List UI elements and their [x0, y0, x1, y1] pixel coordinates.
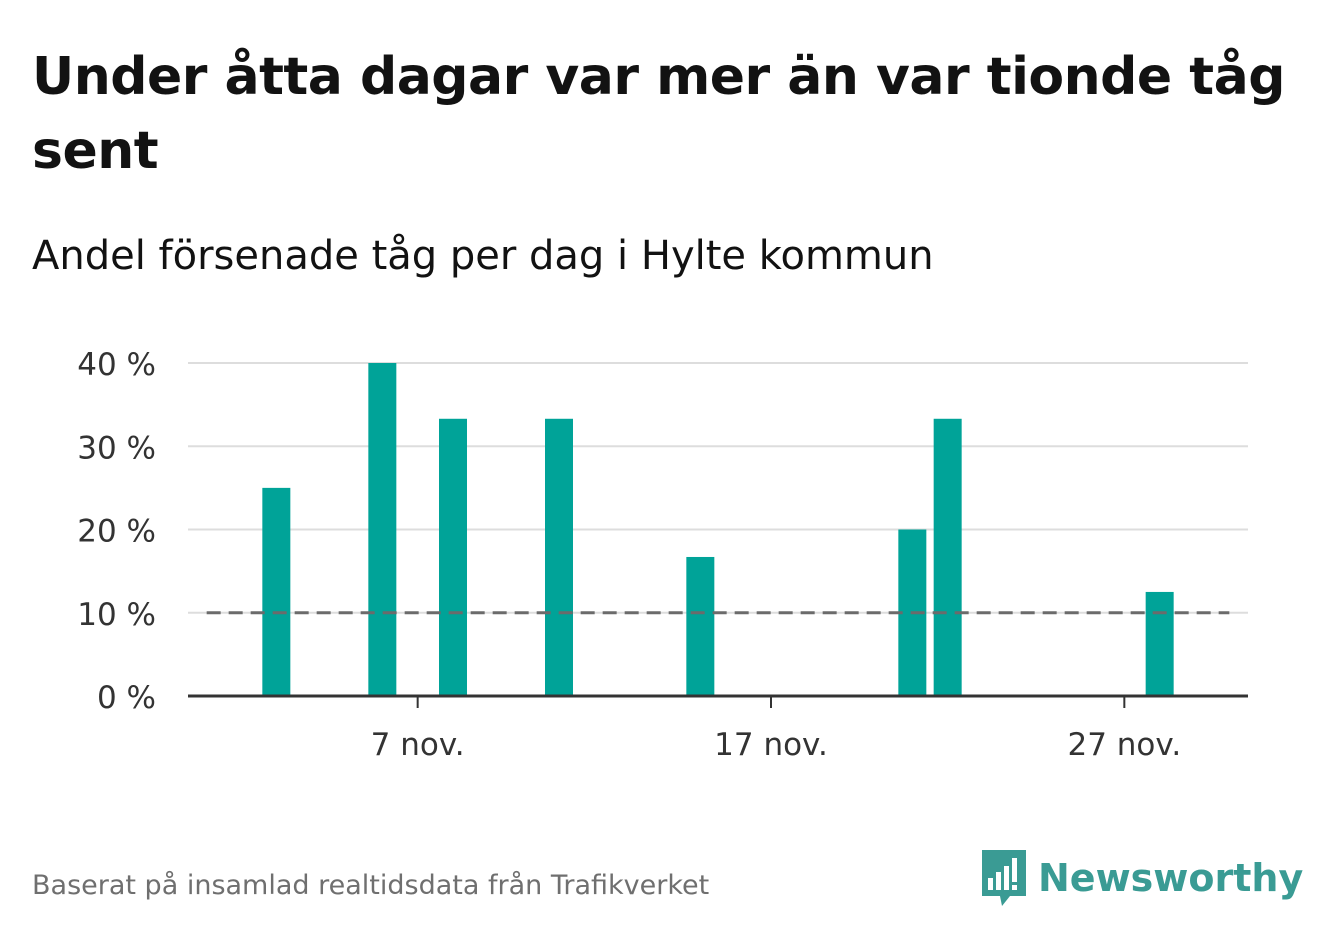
chart-subtitle: Andel försenade tåg per dag i Hylte komm… [32, 233, 934, 279]
bar [1145, 591, 1174, 696]
brand-logo[interactable]: Newsworthy [980, 848, 1303, 908]
source-note: Baserat på insamlad realtidsdata från Tr… [32, 870, 710, 901]
bar [933, 418, 962, 696]
brand-name: Newsworthy [1038, 856, 1304, 900]
y-axis-ticks: 0 % 10 % 20 % 30 % 40 % [77, 347, 156, 716]
x-tick-label: 27 nov. [1067, 727, 1181, 763]
bar [368, 363, 397, 696]
bar [686, 556, 715, 696]
y-tick-label: 40 % [77, 347, 156, 383]
y-tick-label: 0 % [97, 680, 156, 716]
y-tick-label: 20 % [77, 514, 156, 550]
y-tick-label: 10 % [77, 597, 156, 633]
bar [439, 418, 467, 696]
newsworthy-logo-icon [982, 850, 1026, 906]
x-tick-label: 7 nov. [371, 727, 465, 763]
chart-title: Under åtta dagar var mer än var tionde t… [32, 47, 1285, 181]
bars [262, 363, 1174, 696]
bar-chart: 0 % 10 % 20 % 30 % 40 % 7 nov. 17 nov. 27 nov. [77, 347, 1248, 763]
bar [545, 418, 573, 696]
bar [262, 487, 291, 696]
x-axis: 7 nov. 17 nov. 27 nov. [188, 694, 1248, 763]
grid-lines [188, 362, 1248, 614]
y-tick-label: 30 % [77, 430, 156, 466]
x-tick-label: 17 nov. [714, 727, 828, 763]
